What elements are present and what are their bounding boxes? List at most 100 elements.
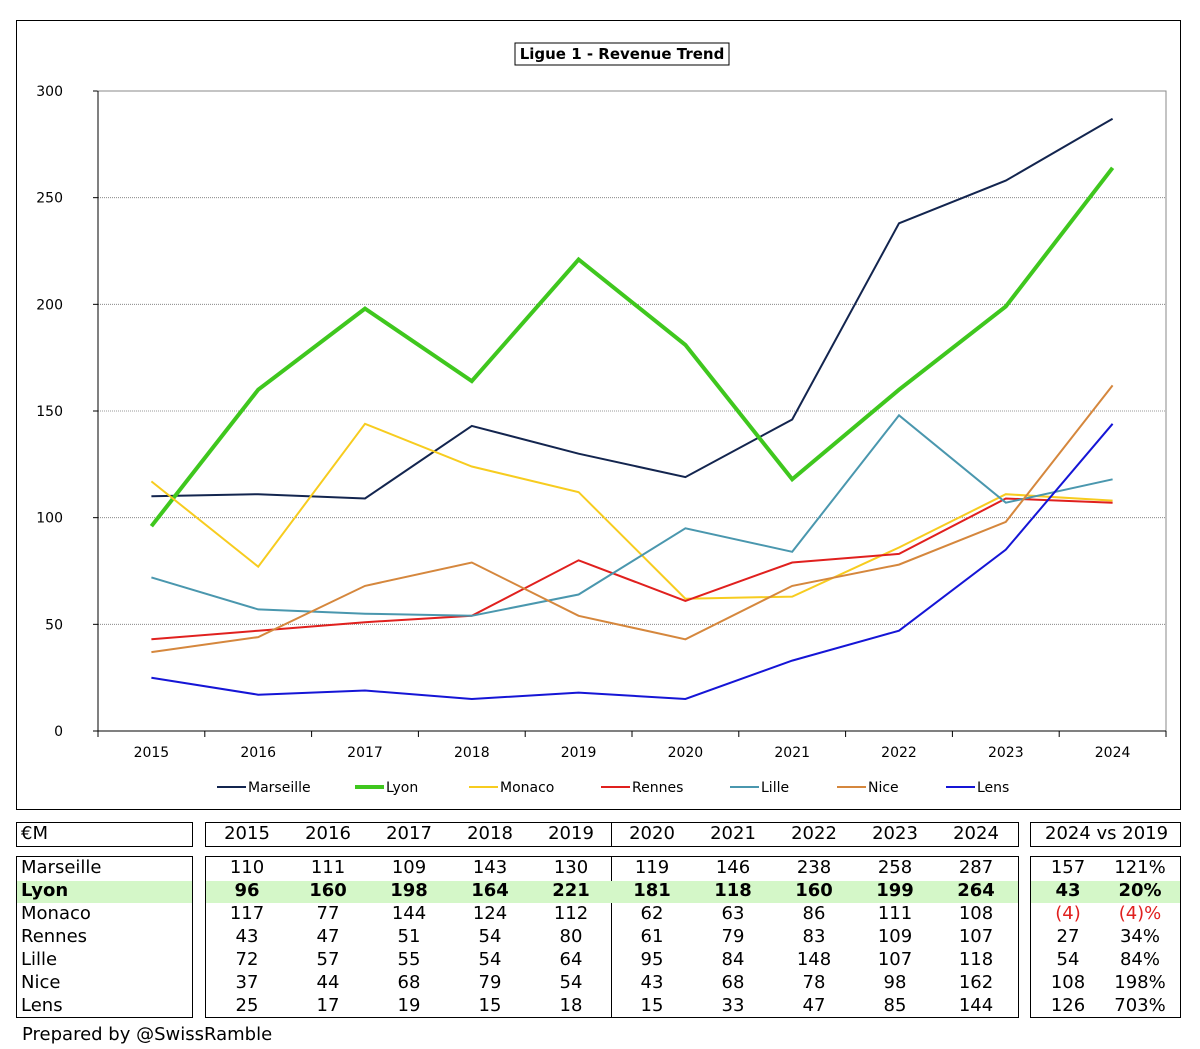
- table-pct: 198%: [1114, 972, 1166, 993]
- table-compare-box: [1030, 856, 1181, 1018]
- table-cell: 72: [235, 949, 259, 970]
- table-cell: 62: [640, 903, 664, 924]
- table-cell: 54: [559, 972, 583, 993]
- x-tick-label: 2019: [561, 745, 597, 761]
- legend-label-lens: Lens: [977, 780, 1009, 796]
- table-cell: 47: [316, 926, 340, 947]
- series-line-marseille: [151, 117, 1114, 500]
- row-highlight: [17, 881, 192, 903]
- table-cell: 95: [640, 949, 664, 970]
- table-cell: 68: [397, 972, 421, 993]
- table-cell: 64: [559, 949, 583, 970]
- table-diff: 157: [1050, 857, 1086, 878]
- table-diff: 108: [1050, 972, 1086, 993]
- table-cell: 84: [721, 949, 745, 970]
- footer-credit: Prepared by @SwissRamble: [22, 1024, 273, 1045]
- table-cell: 124: [472, 903, 508, 924]
- table-cell: 79: [478, 972, 502, 993]
- table-header-year: 2022: [791, 823, 837, 844]
- table-cell: 160: [795, 880, 833, 901]
- table-cell: 107: [958, 926, 994, 947]
- table-cell: 108: [958, 903, 994, 924]
- table-row-club: Nice: [21, 972, 61, 993]
- table-diff: 126: [1050, 995, 1086, 1016]
- table-cell: 43: [640, 972, 664, 993]
- table-cell: 181: [633, 880, 671, 901]
- table-compare-header-box: 2024 vs 2019: [1030, 822, 1181, 847]
- table-cell: 162: [958, 972, 994, 993]
- table-cell: 111: [877, 903, 913, 924]
- table-cell: 78: [802, 972, 826, 993]
- table-cell: 258: [877, 857, 913, 878]
- table-diff: (4): [1055, 903, 1081, 924]
- x-tick-label: 2016: [240, 745, 276, 761]
- table-pct: 34%: [1119, 926, 1160, 947]
- table-cell: 54: [478, 926, 502, 947]
- table-cell: 43: [235, 926, 259, 947]
- y-tick-label: 50: [45, 617, 63, 633]
- table-cell: 47: [802, 995, 826, 1016]
- table-pct: (4)%: [1118, 903, 1162, 924]
- table-cell: 15: [640, 995, 664, 1016]
- table-cell: 63: [721, 903, 745, 924]
- table-cell: 98: [883, 972, 907, 993]
- table-cell: 68: [721, 972, 745, 993]
- revenue-line-chart: Ligue 1 - Revenue Trend 0 50 100 150 200 250 30…: [36, 42, 1167, 796]
- x-tick-label: 2020: [668, 745, 704, 761]
- legend-label-lille: Lille: [761, 780, 789, 796]
- series-line-nice: [151, 384, 1114, 654]
- table-cell: 164: [471, 880, 509, 901]
- table-cell: 107: [877, 949, 913, 970]
- table-row-club: Rennes: [21, 926, 88, 947]
- table-cell: 54: [478, 949, 502, 970]
- y-tick-label: 150: [36, 404, 63, 420]
- table-cell: 143: [472, 857, 508, 878]
- table-cell: 19: [397, 995, 421, 1016]
- table-cell: 15: [478, 995, 502, 1016]
- table-pct: 121%: [1114, 857, 1166, 878]
- table-cell: 25: [235, 995, 259, 1016]
- table-cell: 96: [234, 880, 260, 901]
- table-cell: 51: [397, 926, 421, 947]
- row-highlight: [206, 881, 1018, 903]
- table-cell: 109: [877, 926, 913, 947]
- table-cell: 83: [802, 926, 826, 947]
- chart-title: Ligue 1 - Revenue Trend: [520, 45, 725, 63]
- y-tick-label: 200: [36, 297, 63, 313]
- table-cell: 110: [229, 857, 265, 878]
- table-header-year: 2015: [224, 823, 270, 844]
- table-cell: 33: [721, 995, 745, 1016]
- table-diff: 43: [1055, 880, 1081, 901]
- table-cell: 111: [310, 857, 346, 878]
- table-unit-box: €M: [16, 822, 193, 847]
- table-header-year: 2016: [305, 823, 351, 844]
- table-cell: 144: [958, 995, 994, 1016]
- table-row-club: Lille: [21, 949, 58, 970]
- table-pct: 703%: [1114, 995, 1166, 1016]
- table-cell: 118: [958, 949, 994, 970]
- table-cell: 144: [391, 903, 427, 924]
- compare-header: 2024 vs 2019: [1045, 823, 1169, 844]
- legend-label-nice: Nice: [868, 780, 899, 796]
- x-tick-label: 2021: [774, 745, 810, 761]
- table-cell: 221: [552, 880, 590, 901]
- table-pct: 84%: [1119, 949, 1160, 970]
- table-cell: 148: [796, 949, 832, 970]
- chart-container: Ligue 1 - Revenue Trend 0 50 100 150 200 250 30…: [16, 20, 1181, 810]
- table-cell: 109: [391, 857, 427, 878]
- table-cell: 264: [957, 880, 995, 901]
- table-cell: 130: [553, 857, 589, 878]
- table-unit-label: €M: [21, 823, 48, 844]
- table-cell: 55: [397, 949, 421, 970]
- legend-label-monaco: Monaco: [500, 780, 554, 796]
- table-cell: 287: [958, 857, 994, 878]
- table-row-club: Lyon: [21, 880, 69, 901]
- series-line-lyon: [149, 166, 1115, 528]
- x-tick-label: 2023: [988, 745, 1024, 761]
- table-cell: 198: [390, 880, 428, 901]
- chart-title-box: [514, 42, 730, 66]
- table-header-year: 2023: [872, 823, 918, 844]
- table-club-box: [16, 856, 193, 1018]
- y-tick-label: 300: [36, 84, 63, 100]
- x-tick-label: 2024: [1095, 745, 1131, 761]
